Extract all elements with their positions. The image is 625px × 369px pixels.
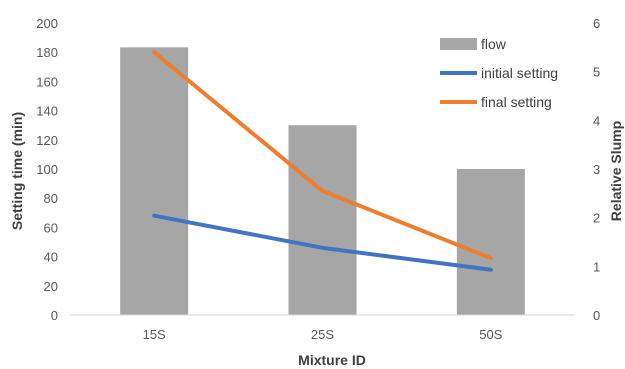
right-axis-ticks: 0 1 2 3 4 5 6 [593, 16, 600, 323]
left-tick-label: 100 [36, 162, 58, 177]
line-series-group [152, 50, 493, 272]
legend-label-initial-setting: initial setting [481, 65, 558, 81]
left-tick-label: 20 [44, 279, 58, 294]
left-tick-label: 60 [44, 220, 58, 235]
right-tick-label: 6 [593, 16, 600, 31]
legend: flow initial setting final setting [440, 36, 558, 110]
left-tick-label: 0 [51, 308, 58, 323]
x-axis-ticks: 15S 25S 50S [143, 327, 503, 342]
left-axis-title: Setting time (min) [9, 112, 25, 230]
x-tick-label: 25S [311, 327, 334, 342]
right-tick-label: 4 [593, 113, 600, 128]
right-tick-label: 5 [593, 65, 600, 80]
left-tick-label: 140 [36, 104, 58, 119]
left-tick-label: 120 [36, 133, 58, 148]
bar-flow-15S [120, 47, 189, 315]
bar-flow-50S [456, 169, 525, 315]
bar-flow-25S [288, 125, 357, 315]
right-tick-label: 0 [593, 308, 600, 323]
x-tick-label: 50S [479, 327, 502, 342]
left-tick-label: 200 [36, 16, 58, 31]
x-tick-label: 15S [143, 327, 166, 342]
left-tick-label: 180 [36, 45, 58, 60]
right-axis-title: Relative Slump [608, 121, 624, 221]
left-tick-label: 80 [44, 191, 58, 206]
line-final-setting [152, 50, 493, 261]
left-tick-label: 160 [36, 74, 58, 89]
line-initial-setting [152, 213, 493, 272]
right-tick-label: 1 [593, 259, 600, 274]
legend-label-final-setting: final setting [481, 94, 552, 110]
right-tick-label: 2 [593, 211, 600, 226]
legend-label-flow: flow [481, 36, 507, 52]
x-axis-title: Mixture ID [298, 352, 366, 368]
bar-series-group [120, 47, 525, 315]
left-axis-ticks: 0 20 40 60 80 100 120 140 160 180 200 [36, 16, 58, 323]
right-tick-label: 3 [593, 162, 600, 177]
legend-swatch-flow [440, 38, 477, 50]
left-tick-label: 40 [44, 250, 58, 265]
